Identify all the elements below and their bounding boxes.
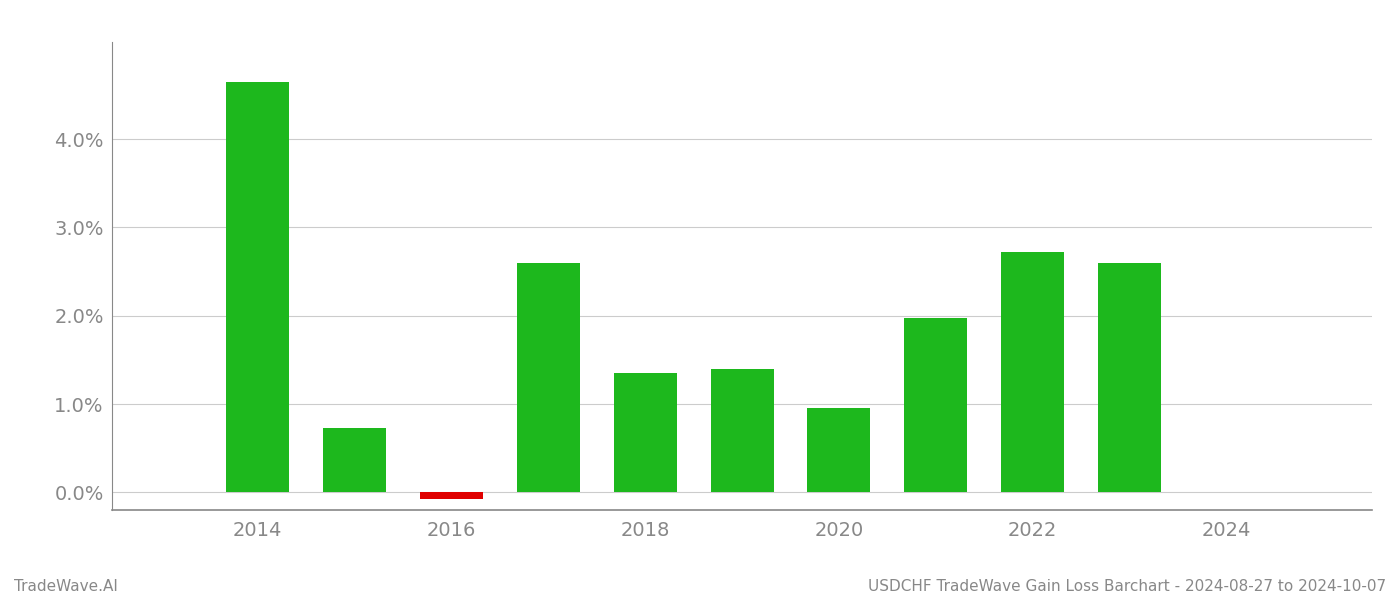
- Text: TradeWave.AI: TradeWave.AI: [14, 579, 118, 594]
- Bar: [517, 263, 580, 493]
- Bar: [613, 373, 676, 493]
- Bar: [1001, 252, 1064, 493]
- Bar: [808, 409, 871, 493]
- Text: USDCHF TradeWave Gain Loss Barchart - 2024-08-27 to 2024-10-07: USDCHF TradeWave Gain Loss Barchart - 20…: [868, 579, 1386, 594]
- Bar: [420, 493, 483, 499]
- Bar: [1098, 263, 1161, 493]
- Bar: [904, 317, 967, 493]
- Bar: [710, 369, 774, 493]
- Bar: [323, 428, 386, 493]
- Bar: [225, 82, 288, 493]
